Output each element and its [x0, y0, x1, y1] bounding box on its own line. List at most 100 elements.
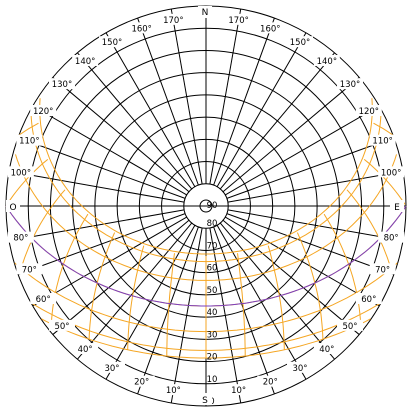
azimuth-spoke-210 [105, 224, 196, 380]
azimuth-spoke-80 [227, 170, 404, 203]
azimuth-spoke-10 [209, 8, 242, 185]
azimuth-label-100-east: 100° [381, 168, 401, 178]
hour-line-m105 [373, 122, 394, 136]
azimuth-spoke-190 [170, 227, 203, 404]
azimuth-label-bg-150-w [99, 36, 125, 48]
azimuth-spoke-60 [224, 105, 380, 196]
azimuth-label-130-east: 130° [340, 80, 360, 90]
azimuth-label-bg-170-e [225, 13, 252, 25]
hour-line-m30 [267, 245, 285, 350]
azimuth-label-bg-20-e [257, 375, 284, 387]
south-label: S [202, 396, 208, 406]
azimuth-label-160-west: 160° [131, 24, 151, 34]
azimuth-label-bg-160-e [257, 22, 284, 34]
azimuth-label-140-west: 140° [75, 57, 95, 67]
east-label: E [394, 203, 400, 213]
azimuth-label-160-east: 160° [260, 24, 280, 34]
hour-line-45 [88, 232, 116, 340]
azimuth-label-40-east: 40° [319, 345, 334, 355]
azimuth-spoke-300 [32, 105, 188, 196]
azimuth-spoke-30 [216, 32, 307, 188]
hour-line-m45 [296, 232, 324, 340]
azimuth-label-bg-110-w [16, 134, 43, 146]
azimuth-spoke-220 [77, 222, 193, 360]
azimuth-label-50-west: 50° [54, 322, 69, 332]
east-label-bg [390, 200, 404, 212]
azimuth-label-100-west: 100° [11, 168, 31, 178]
azimuth-label-10-west: 10° [166, 386, 181, 396]
north-label: N [202, 8, 209, 18]
azimuth-spoke-50 [222, 77, 360, 193]
altitude-label-90: 90 [207, 201, 218, 211]
hour-line-30 [127, 245, 145, 350]
azimuth-label-bg-150-e [287, 36, 313, 48]
west-label-bg [6, 200, 20, 212]
altitude-labels: 0102030405060708090 [207, 201, 218, 407]
azimuth-spoke-20 [213, 17, 275, 186]
azimuth-label-70-west: 70° [22, 265, 37, 275]
azimuth-spoke-330 [105, 32, 196, 188]
azimuth-label-bg-160-w [128, 22, 155, 34]
hour-line-90 [6, 159, 49, 205]
azimuth-spoke-150 [216, 224, 307, 380]
azimuth-label-bg-40-e [313, 343, 340, 355]
azimuth-label-bg-120-w [30, 105, 57, 116]
azimuth-label-bg-100-w [7, 166, 34, 178]
altitude-label-80: 80 [207, 219, 218, 229]
azimuth-label-bg-30-e [287, 361, 313, 373]
azimuth-label-bg-60-e [355, 293, 382, 304]
hour-line-m15 [237, 253, 246, 356]
azimuth-spoke-320 [77, 52, 193, 190]
azimuth-label-bg-50-w [48, 319, 75, 331]
azimuth-label-30-west: 30° [104, 364, 119, 374]
altitude-label-50: 50 [207, 286, 218, 296]
azimuth-label-bg-70-w [16, 263, 43, 275]
azimuth-labels: 10° 10° 20° 20° 30° 30° 40° 40° 50° 50° 60° 60° 70° 7… [7, 13, 405, 396]
azimuth-label-bg-80-w [7, 231, 34, 243]
azimuth-spoke-170 [209, 227, 242, 404]
sun-path-curve-6 [39, 98, 373, 255]
azimuth-label-60-east: 60° [361, 295, 376, 305]
azimuth-label-140-east: 140° [317, 57, 337, 67]
azimuth-label-bg-60-w [30, 293, 57, 304]
altitude-label-10: 10 [207, 375, 218, 385]
azimuth-label-bg-20-w [128, 375, 155, 387]
azimuth-label-80-east: 80° [384, 234, 399, 244]
azimuth-spoke-160 [213, 226, 275, 395]
azimuth-label-bg-130-w [48, 78, 75, 90]
hour-line-105 [18, 122, 39, 136]
azimuth-label-bg-110-e [369, 134, 396, 146]
azimuth-label-bg-100-e [378, 166, 405, 178]
azimuth-label-70-east: 70° [375, 265, 390, 275]
azimuth-spoke-350 [170, 8, 203, 185]
south-label-bg [198, 393, 212, 405]
azimuth-label-bg-130-e [337, 78, 364, 90]
azimuth-spoke-100 [227, 209, 404, 242]
hour-line-75 [19, 189, 66, 274]
azimuth-spoke-140 [219, 222, 335, 360]
azimuth-label-170-east: 170° [228, 16, 248, 26]
highlight-sun-path [5, 205, 407, 307]
north-label-bg [198, 6, 212, 18]
azimuth-label-150-east: 150° [290, 38, 310, 48]
altitude-label-20: 20 [207, 353, 218, 363]
azimuth-label-bg-80-e [378, 231, 405, 243]
azimuth-label-80-west: 80° [13, 234, 28, 244]
azimuth-spoke-110 [226, 213, 395, 275]
azimuth-label-170-west: 170° [163, 16, 183, 26]
azimuth-spoke-250 [17, 213, 186, 275]
azimuth-label-50-east: 50° [342, 322, 357, 332]
azimuth-label-130-west: 130° [52, 80, 72, 90]
azimuth-label-30-east: 30° [292, 364, 307, 374]
azimuth-label-10-east: 10° [231, 386, 246, 396]
azimuth-spoke-240 [32, 216, 188, 307]
altitude-label-30: 30 [207, 330, 218, 340]
azimuth-label-110-west: 110° [19, 137, 39, 147]
equinox-sun-path [5, 205, 407, 307]
azimuth-spoke-260 [8, 209, 185, 242]
azimuth-label-40-west: 40° [78, 345, 93, 355]
azimuth-label-120-west: 120° [33, 107, 53, 117]
azimuth-label-120-east: 120° [359, 107, 379, 117]
